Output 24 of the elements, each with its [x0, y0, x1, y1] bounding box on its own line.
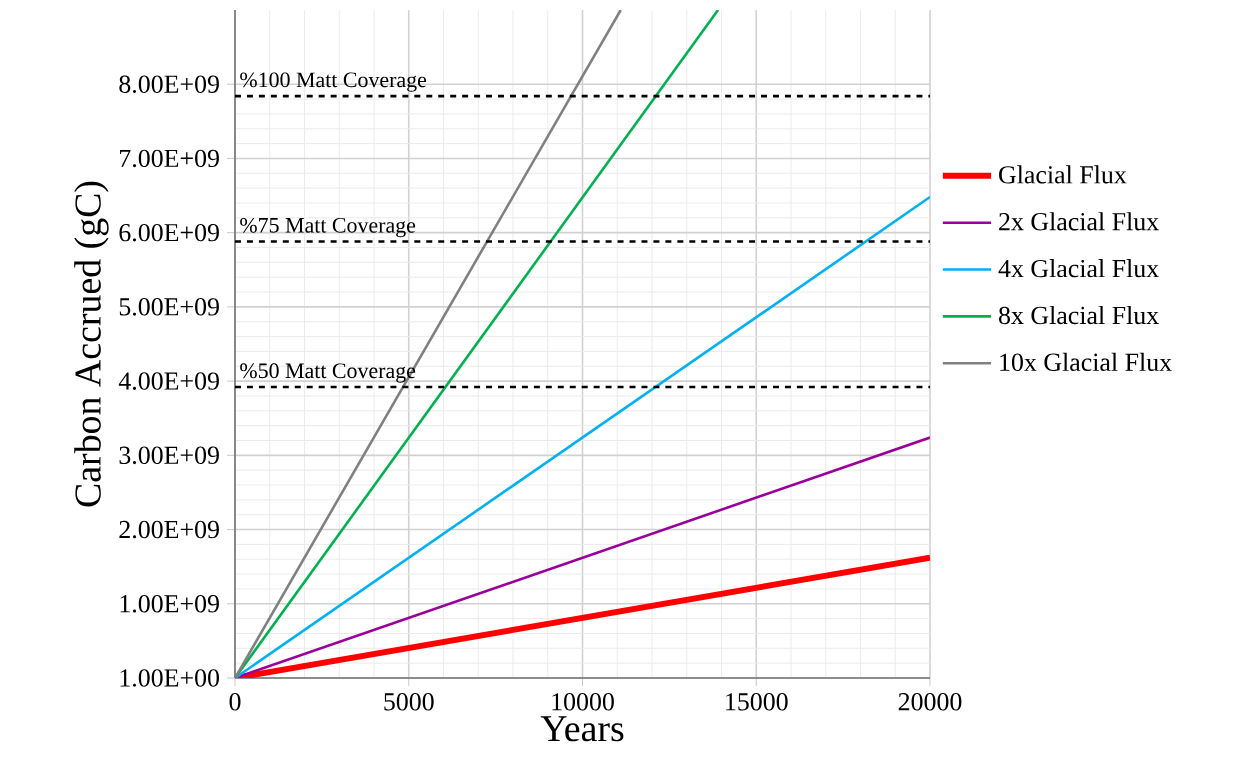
y-tick-label: 1.00E+00 — [120, 669, 220, 687]
y-tick-label: 6.00E+09 — [119, 223, 219, 242]
ref-line-label: %100 Matt Coverage — [240, 72, 427, 92]
x-tick-label: 15000 — [726, 693, 788, 711]
y-tick-label: 7.00E+09 — [120, 149, 219, 168]
x-tick-label: 20000 — [898, 693, 962, 711]
y-tick-label: 3.00E+09 — [119, 446, 219, 465]
y-axis-title: Carbon Accrued (gC) — [74, 181, 109, 507]
x-tick-label: 5000 — [384, 693, 434, 711]
ref-line-label: %75 Matt Coverage — [240, 217, 416, 238]
x-axis-title: Years — [540, 716, 624, 742]
legend-label: Glacial Flux — [999, 165, 1127, 184]
legend-label: 2x Glacial Flux — [999, 212, 1159, 231]
legend-label: 4x Glacial Flux — [998, 259, 1159, 278]
ref-line-label: %50 Matt Coverage — [240, 363, 416, 383]
y-tick-label: 4.00E+09 — [118, 372, 219, 390]
y-tick-label: 8.00E+09 — [119, 75, 219, 94]
x-tick-label: 0 — [229, 693, 241, 711]
legend-label: 8x Glacial Flux — [999, 305, 1159, 325]
legend-label: 10x Glacial Flux — [1000, 352, 1172, 372]
y-tick-label: 2.00E+09 — [119, 520, 219, 539]
x-tick-label: 10000 — [552, 693, 614, 711]
y-tick-label: 5.00E+09 — [119, 298, 219, 316]
y-tick-label: 1.00E+09 — [120, 594, 219, 613]
